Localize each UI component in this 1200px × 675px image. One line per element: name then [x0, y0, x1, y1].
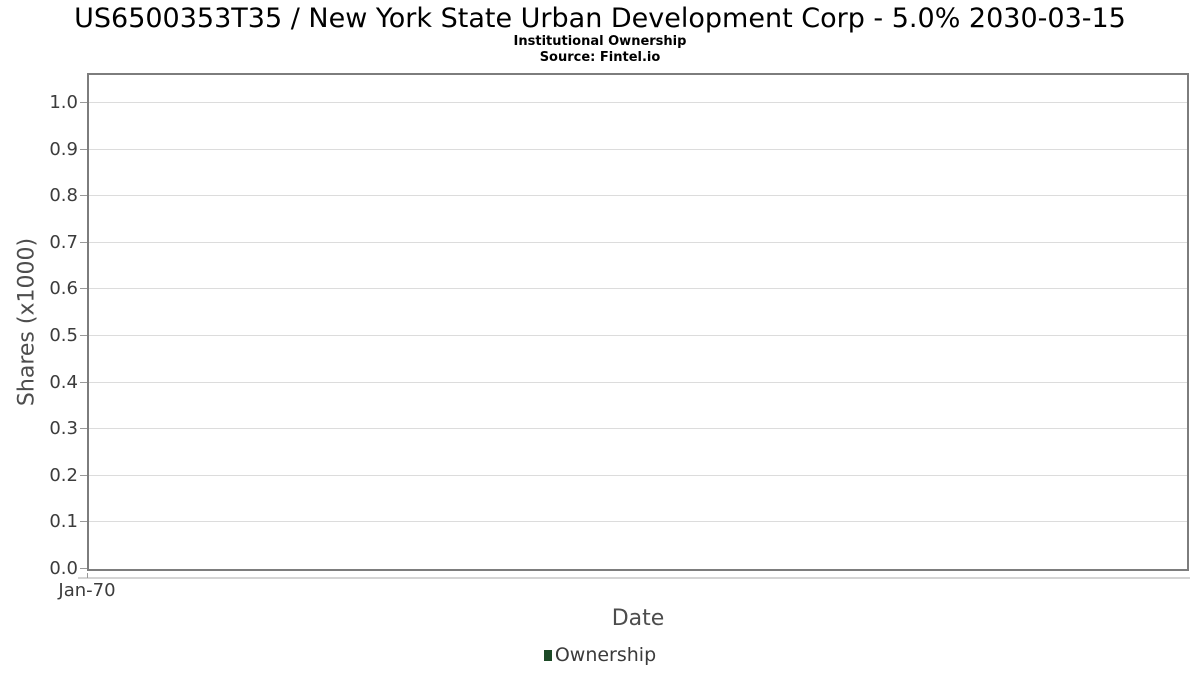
- y-tick-label: 0.2: [49, 465, 78, 486]
- y-tick-label: 0.3: [49, 418, 78, 439]
- y-tick-mark: [80, 428, 87, 429]
- x-tick-label: Jan-70: [58, 580, 116, 601]
- y-tick-label: 0.7: [49, 232, 78, 253]
- y-tick-label: 1.0: [49, 92, 78, 113]
- y-tick-label: 0.5: [49, 325, 78, 346]
- y-gridline: [89, 195, 1187, 196]
- y-tick-mark: [80, 568, 87, 569]
- y-tick-mark: [80, 521, 87, 522]
- chart-title: US6500353T35 / New York State Urban Deve…: [74, 3, 1126, 34]
- y-gridline: [89, 335, 1187, 336]
- y-tick-mark: [80, 288, 87, 289]
- plot-area: [87, 73, 1189, 571]
- legend-item-ownership[interactable]: Ownership: [543, 643, 657, 667]
- y-tick-mark: [80, 242, 87, 243]
- y-tick-mark: [80, 382, 87, 383]
- x-tick-mark: [87, 573, 88, 578]
- y-tick-label: 0.0: [49, 558, 78, 579]
- series-color-swatch-icon: [543, 649, 552, 661]
- y-tick-label: 0.4: [49, 372, 78, 393]
- x-axis-line: [78, 577, 1190, 579]
- x-axis-title: Date: [611, 606, 665, 631]
- y-tick-mark: [80, 335, 87, 336]
- y-gridline: [89, 475, 1187, 476]
- chart-source-credit: Source: Fintel.io: [539, 50, 661, 65]
- y-tick-label: 0.9: [49, 139, 78, 160]
- y-tick-label: 0.8: [49, 185, 78, 206]
- legend: Ownership: [0, 643, 1200, 667]
- legend-item-label: Ownership: [554, 644, 657, 666]
- y-gridline: [89, 382, 1187, 383]
- y-tick-label: 0.6: [49, 278, 78, 299]
- y-gridline: [89, 428, 1187, 429]
- y-gridline: [89, 149, 1187, 150]
- y-tick-label: 0.1: [49, 511, 78, 532]
- y-tick-mark: [80, 195, 87, 196]
- y-gridline: [89, 102, 1187, 103]
- y-gridline: [89, 288, 1187, 289]
- chart-subtitle: Institutional Ownership: [513, 34, 687, 49]
- y-tick-mark: [80, 102, 87, 103]
- y-gridline: [89, 521, 1187, 522]
- y-gridline: [89, 242, 1187, 243]
- y-tick-mark: [80, 149, 87, 150]
- y-tick-mark: [80, 475, 87, 476]
